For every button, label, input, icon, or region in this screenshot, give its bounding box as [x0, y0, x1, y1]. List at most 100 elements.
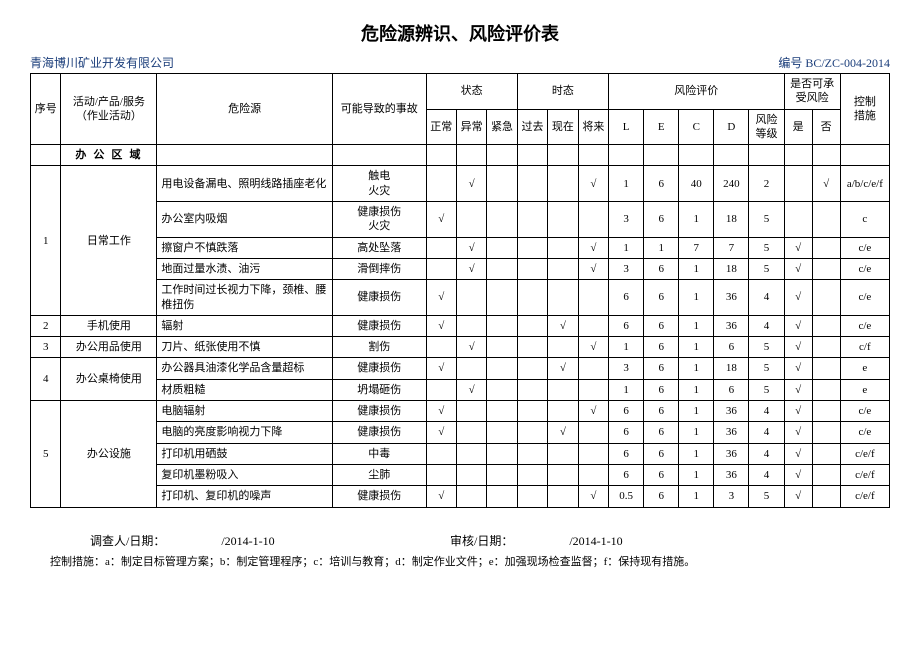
cell-hazard: 刀片、纸张使用不慎 — [157, 337, 333, 358]
cell-state-emerg — [487, 166, 517, 202]
cell-L: 1 — [609, 166, 644, 202]
cell-accident: 健康损伤 — [332, 315, 426, 336]
cell-hazard: 地面过量水渍、油污 — [157, 258, 333, 279]
cell-yes — [784, 202, 812, 238]
cell-D: 240 — [714, 166, 749, 202]
table-row: 电脑的亮度影响视力下降健康损伤√√661364√c/e — [31, 422, 890, 443]
cell-tense-past — [517, 422, 547, 443]
th-tense: 时态 — [517, 74, 608, 110]
cell-control: e — [840, 358, 889, 379]
cell-C: 1 — [679, 422, 714, 443]
cell-state-abnormal: √ — [456, 337, 486, 358]
cell-control: c/e — [840, 422, 889, 443]
table-row: 5办公设施电脑辐射健康损伤√√661364√c/e — [31, 401, 890, 422]
cell-tense-now: √ — [548, 358, 578, 379]
cell-state-abnormal: √ — [456, 258, 486, 279]
table-row: 2手机使用辐射健康损伤√√661364√c/e — [31, 315, 890, 336]
cell-level: 5 — [749, 379, 784, 400]
cell-tense-future: √ — [578, 486, 608, 507]
cell-state-normal: √ — [426, 401, 456, 422]
cell-C: 1 — [679, 379, 714, 400]
cell-accident: 滑倒摔伤 — [332, 258, 426, 279]
cell-control: c/e — [840, 258, 889, 279]
cell-state-normal: √ — [426, 358, 456, 379]
cell-hazard: 工作时间过长视力下降，颈椎、腰椎扭伤 — [157, 280, 333, 316]
cell-state-abnormal — [456, 202, 486, 238]
table-body: 办 公 区 域 1日常工作用电设备漏电、照明线路插座老化触电火灾√√164024… — [31, 145, 890, 507]
cell-no — [812, 237, 840, 258]
cell-tense-future: √ — [578, 237, 608, 258]
cell-L: 6 — [609, 422, 644, 443]
cell-activity: 办公桌椅使用 — [61, 358, 157, 401]
cell-no — [812, 422, 840, 443]
cell-E: 6 — [644, 166, 679, 202]
cell-activity: 办公用品使用 — [61, 337, 157, 358]
cell-C: 1 — [679, 464, 714, 485]
cell-seq: 1 — [31, 166, 61, 315]
cell-yes: √ — [784, 258, 812, 279]
cell-control: c/e — [840, 315, 889, 336]
table-row: 4办公桌椅使用办公器具油漆化学品含量超标健康损伤√√361185√e — [31, 358, 890, 379]
cell-E: 6 — [644, 464, 679, 485]
cell-level: 4 — [749, 280, 784, 316]
table-row: 材质粗糙坍塌砸伤√16165√e — [31, 379, 890, 400]
cell-D: 7 — [714, 237, 749, 258]
cell-state-abnormal — [456, 422, 486, 443]
cell-state-abnormal: √ — [456, 379, 486, 400]
cell-C: 1 — [679, 337, 714, 358]
cell-yes: √ — [784, 280, 812, 316]
cell-no — [812, 280, 840, 316]
cell-D: 36 — [714, 422, 749, 443]
cell-D: 6 — [714, 379, 749, 400]
cell-tense-past — [517, 486, 547, 507]
cell-D: 36 — [714, 443, 749, 464]
cell-state-abnormal — [456, 315, 486, 336]
cell-tense-future — [578, 443, 608, 464]
cell-accident: 尘肺 — [332, 464, 426, 485]
cell-hazard: 办公器具油漆化学品含量超标 — [157, 358, 333, 379]
cell-state-abnormal — [456, 358, 486, 379]
th-E: E — [644, 109, 679, 145]
cell-yes: √ — [784, 315, 812, 336]
table-head: 序号 活动/产品/服务（作业活动） 危险源 可能导致的事故 状态 时态 风险评价… — [31, 74, 890, 145]
th-level: 风险等级 — [749, 109, 784, 145]
cell-control: c/f — [840, 337, 889, 358]
table-row: 3办公用品使用刀片、纸张使用不慎割伤√√16165√c/f — [31, 337, 890, 358]
cell-state-emerg — [487, 337, 517, 358]
cell-level: 4 — [749, 443, 784, 464]
cell-no — [812, 315, 840, 336]
cell-hazard: 办公室内吸烟 — [157, 202, 333, 238]
cell-state-emerg — [487, 280, 517, 316]
cell-state-normal — [426, 443, 456, 464]
cell-seq: 2 — [31, 315, 61, 336]
cell-C: 1 — [679, 258, 714, 279]
cell-tense-past — [517, 443, 547, 464]
cell-state-emerg — [487, 237, 517, 258]
cell-no — [812, 202, 840, 238]
cell-no — [812, 401, 840, 422]
cell-E: 6 — [644, 258, 679, 279]
cell-control: c/e/f — [840, 464, 889, 485]
cell-C: 7 — [679, 237, 714, 258]
cell-state-emerg — [487, 315, 517, 336]
cell-state-emerg — [487, 258, 517, 279]
cell-L: 6 — [609, 315, 644, 336]
cell-state-abnormal — [456, 401, 486, 422]
cell-tense-past — [517, 237, 547, 258]
cell-level: 5 — [749, 358, 784, 379]
cell-yes: √ — [784, 379, 812, 400]
cell-state-emerg — [487, 443, 517, 464]
cell-hazard: 擦窗户不慎跌落 — [157, 237, 333, 258]
th-D: D — [714, 109, 749, 145]
th-seq: 序号 — [31, 74, 61, 145]
cell-E: 6 — [644, 486, 679, 507]
cell-tense-past — [517, 464, 547, 485]
cell-E: 6 — [644, 337, 679, 358]
cell-C: 1 — [679, 443, 714, 464]
cell-seq: 5 — [31, 401, 61, 507]
cell-E: 6 — [644, 401, 679, 422]
cell-activity: 手机使用 — [61, 315, 157, 336]
cell-accident: 健康损伤火灾 — [332, 202, 426, 238]
cell-no — [812, 486, 840, 507]
cell-no — [812, 464, 840, 485]
